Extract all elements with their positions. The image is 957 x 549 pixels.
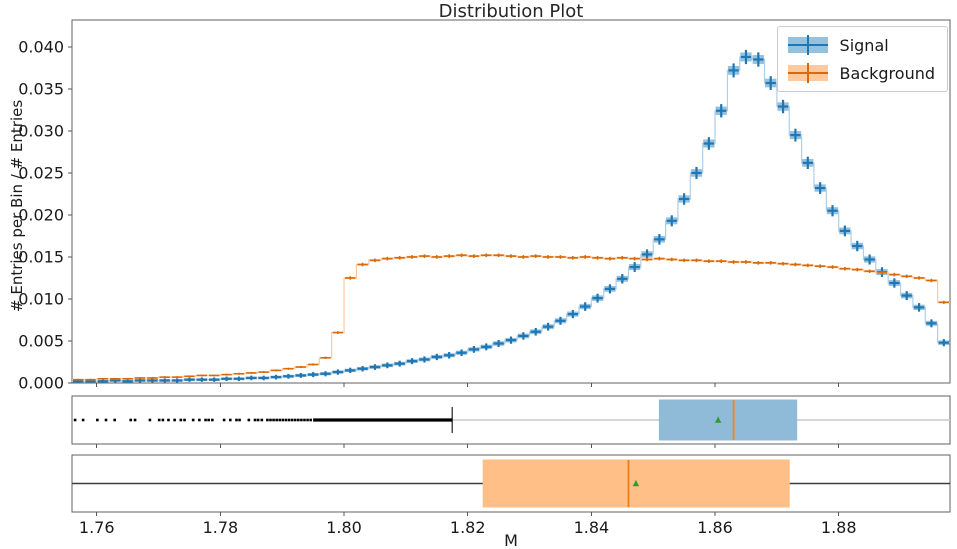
legend: Signal Background [776, 26, 948, 92]
signal-boxplot [73, 399, 950, 441]
y-tick-label: 0.030 [18, 121, 64, 140]
y-tick-label: 0.025 [18, 163, 64, 182]
x-tick-label: 1.82 [450, 518, 486, 537]
x-tick-label: 1.80 [326, 518, 362, 537]
x-tick-label: 1.88 [821, 518, 857, 537]
x-axis-label: M [504, 531, 518, 549]
y-tick-label: 0.005 [18, 331, 64, 350]
background-boxplot [72, 459, 950, 508]
x-tick-label: 1.84 [574, 518, 610, 537]
signal-swatch-icon [787, 35, 828, 55]
background-swatch-icon [787, 63, 828, 83]
axis-ticks [68, 46, 840, 516]
legend-label-signal: Signal [839, 35, 889, 55]
y-tick-label: 0.010 [18, 289, 64, 308]
x-tick-label: 1.86 [697, 518, 733, 537]
signal-histogram [72, 49, 950, 384]
legend-item-signal: Signal [787, 31, 935, 59]
legend-item-background: Background [787, 59, 935, 87]
x-tick-label: 1.78 [203, 518, 239, 537]
tick-labels: 0.000 0.005 0.010 0.015 0.020 0.025 0.030 0.035… [18, 37, 856, 537]
y-axis-label: # Entries per Bin / # Entries [8, 99, 26, 312]
y-tick-label: 0.015 [18, 247, 64, 266]
y-tick-label: 0.035 [18, 79, 64, 98]
mean-marker [632, 479, 640, 487]
legend-label-background: Background [839, 63, 935, 83]
mean-marker [714, 416, 722, 423]
chart-title: Distribution Plot [438, 1, 584, 22]
x-tick-label: 1.76 [79, 518, 115, 537]
background-histogram [72, 253, 950, 381]
y-tick-label: 0.000 [18, 374, 64, 393]
y-tick-label: 0.040 [18, 37, 64, 56]
y-tick-label: 0.020 [18, 205, 64, 224]
